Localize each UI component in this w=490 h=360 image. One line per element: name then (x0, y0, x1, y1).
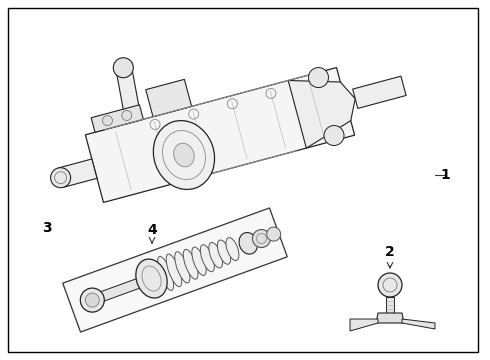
Text: 4: 4 (147, 223, 157, 237)
Circle shape (324, 126, 344, 145)
Ellipse shape (239, 233, 258, 254)
Ellipse shape (200, 245, 214, 272)
Circle shape (378, 273, 402, 297)
Ellipse shape (173, 143, 194, 167)
Ellipse shape (192, 247, 206, 275)
Polygon shape (146, 79, 192, 117)
Polygon shape (63, 208, 287, 332)
Circle shape (80, 288, 104, 312)
Circle shape (122, 111, 132, 121)
Circle shape (252, 230, 270, 248)
Circle shape (113, 58, 133, 78)
Ellipse shape (218, 240, 231, 264)
Polygon shape (376, 313, 404, 323)
Polygon shape (288, 81, 355, 148)
Polygon shape (386, 297, 394, 313)
Circle shape (85, 293, 99, 307)
Text: 2: 2 (385, 245, 395, 259)
Polygon shape (58, 159, 97, 187)
Circle shape (102, 116, 112, 126)
Ellipse shape (153, 121, 215, 189)
Circle shape (309, 68, 328, 87)
Polygon shape (402, 319, 435, 329)
Ellipse shape (209, 242, 222, 268)
Ellipse shape (183, 249, 198, 279)
Ellipse shape (158, 256, 173, 291)
Polygon shape (350, 319, 378, 331)
Polygon shape (353, 76, 406, 108)
Polygon shape (100, 272, 158, 301)
Circle shape (50, 168, 71, 188)
Ellipse shape (136, 259, 167, 298)
Ellipse shape (166, 254, 182, 287)
Polygon shape (85, 68, 355, 202)
Ellipse shape (226, 238, 239, 261)
Text: 3: 3 (42, 221, 52, 235)
Circle shape (267, 227, 281, 241)
Ellipse shape (175, 252, 190, 283)
Text: 1: 1 (440, 168, 450, 182)
Polygon shape (91, 105, 144, 132)
Polygon shape (117, 71, 142, 124)
